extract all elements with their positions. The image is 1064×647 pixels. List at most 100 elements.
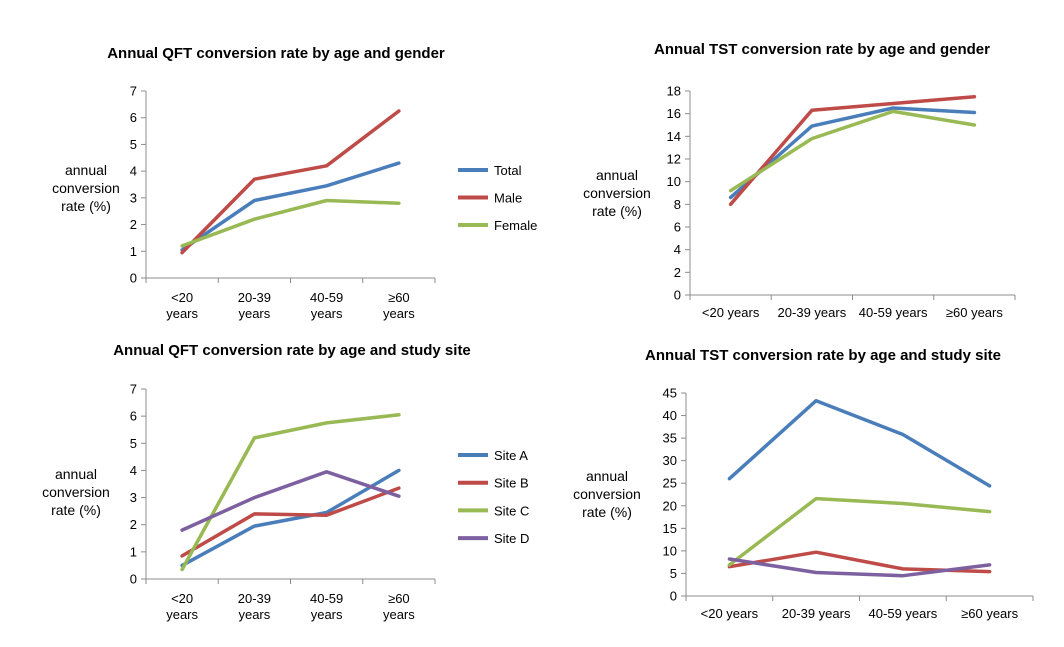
series-line-site-c [180,413,401,572]
chart-title: Annual QFT conversion rate by age and ge… [107,45,445,62]
series-line-male [180,109,401,255]
y-tick-label: 2 [130,217,137,232]
series-line-1 [728,106,977,200]
chart-tst_site: Annual TST conversion rate by age and st… [573,347,1034,621]
y-tick-label: 12 [667,152,681,167]
y-axis-label: annual [596,167,638,183]
y-tick-label: 45 [663,386,677,401]
series-line-4 [727,557,992,578]
legend-label-male: Male [494,191,522,206]
y-axis-label: annual [65,162,107,178]
series-line-site-d [180,470,401,532]
x-tick-label: 40-59 [310,591,343,606]
y-axis-label: annual [55,466,97,482]
x-tick-label: 20-39 [238,290,271,305]
y-tick-label: 7 [130,84,137,99]
y-axis-label: rate (%) [61,198,111,214]
x-tick-label: years [383,607,415,622]
x-tick-label: years [238,306,270,321]
x-tick-label: 40-59 years [859,305,928,320]
series-line-site-a [180,468,401,568]
x-tick-label: years [383,306,415,321]
chart-qft_gender: Annual QFT conversion rate by age and ge… [52,45,537,321]
y-tick-label: 4 [130,164,137,179]
y-tick-label: 6 [130,409,137,424]
y-tick-label: 10 [667,174,681,189]
legend-label-site-b: Site B [494,476,529,491]
x-tick-label: 20-39 years [778,305,847,320]
y-tick-label: 3 [130,190,137,205]
x-tick-label: <20 [171,290,193,305]
y-tick-label: 0 [130,271,137,286]
x-tick-label: ≥60 [388,290,410,305]
y-axis-label: conversion [583,185,651,201]
y-axis-label: conversion [42,484,110,500]
x-tick-label: years [238,607,270,622]
y-tick-label: 25 [663,476,677,491]
y-tick-label: 30 [663,453,677,468]
series-line-1 [727,398,992,488]
x-tick-label: 40-59 years [869,606,938,621]
y-tick-label: 4 [674,242,681,257]
y-tick-label: 8 [674,197,681,212]
x-tick-label: years [166,306,198,321]
series-line-3 [728,109,977,193]
x-tick-label: <20 [171,591,193,606]
y-tick-label: 5 [130,436,137,451]
x-tick-label: ≥60 years [961,606,1018,621]
series-line-female [180,198,401,248]
y-tick-label: 5 [670,566,677,581]
y-axis-label: rate (%) [582,504,632,520]
y-tick-label: 20 [663,498,677,513]
y-tick-label: 10 [663,543,677,558]
y-tick-label: 15 [663,521,677,536]
series-line-total [180,161,401,252]
y-axis-label: annual [586,468,628,484]
y-tick-label: 0 [670,589,677,604]
legend-label-site-d: Site D [494,531,529,546]
legend-label-female: Female [494,218,537,233]
x-tick-label: years [166,607,198,622]
y-tick-label: 3 [130,490,137,505]
y-tick-label: 40 [663,408,677,423]
legend-label-total: Total [494,163,522,178]
y-tick-label: 0 [674,288,681,303]
x-tick-label: 20-39 [238,591,271,606]
x-tick-label: ≥60 [388,591,410,606]
series-line-site-b [180,486,401,558]
y-tick-label: 14 [667,129,681,144]
chart-qft_site: Annual QFT conversion rate by age and st… [42,342,529,622]
y-tick-label: 6 [130,110,137,125]
legend-label-site-c: Site C [494,503,529,518]
y-tick-label: 0 [130,572,137,587]
y-tick-label: 5 [130,137,137,152]
y-tick-label: 35 [663,431,677,446]
y-axis-label: rate (%) [592,203,642,219]
x-tick-label: <20 years [701,606,759,621]
y-tick-label: 16 [667,106,681,121]
y-tick-label: 1 [130,244,137,259]
series-line-3 [727,496,992,567]
y-tick-label: 7 [130,382,137,397]
y-axis-label: rate (%) [51,502,101,518]
y-tick-label: 1 [130,544,137,559]
x-tick-label: years [311,306,343,321]
y-tick-label: 6 [674,220,681,235]
chart-tst_gender: Annual TST conversion rate by age and ge… [583,41,1016,320]
y-axis-label: conversion [573,486,641,502]
chart-title: Annual TST conversion rate by age and ge… [654,41,990,58]
x-tick-label: ≥60 years [946,305,1003,320]
series-line-2 [728,94,977,207]
y-tick-label: 2 [674,265,681,280]
chart-title: Annual TST conversion rate by age and st… [645,347,1001,364]
legend-label-site-a: Site A [494,448,528,463]
x-tick-label: 40-59 [310,290,343,305]
x-tick-label: years [311,607,343,622]
x-tick-label: <20 years [702,305,760,320]
x-tick-label: 20-39 years [782,606,851,621]
y-tick-label: 2 [130,517,137,532]
chart-title: Annual QFT conversion rate by age and st… [113,342,471,359]
y-axis-label: conversion [52,180,120,196]
